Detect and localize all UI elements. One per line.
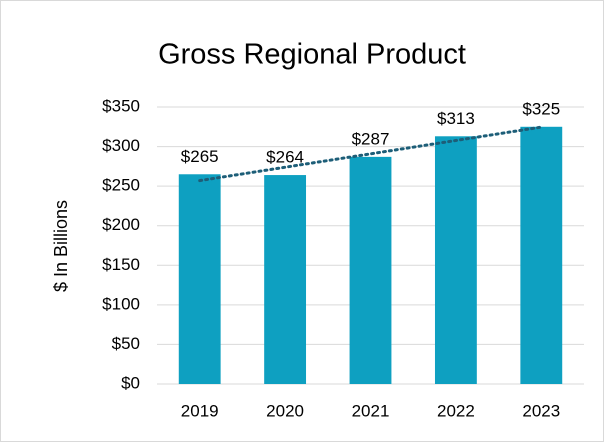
bar (434, 136, 477, 384)
bar (264, 175, 307, 384)
y-tick-label: $300 (102, 136, 140, 155)
y-tick-label: $350 (102, 96, 140, 115)
y-axis-label: $ In Billions (51, 200, 71, 292)
x-tick-label: 2020 (266, 401, 304, 420)
x-tick-label: 2019 (181, 401, 219, 420)
data-label: $264 (266, 148, 304, 167)
trendline (198, 125, 543, 183)
bar (178, 174, 221, 384)
y-tick-label: $250 (102, 176, 140, 195)
y-tick-label: $50 (112, 334, 140, 353)
bar (349, 156, 392, 384)
x-tick-label: 2023 (522, 401, 560, 420)
y-tick-label: $200 (102, 215, 140, 234)
chart-title: Gross Regional Product (158, 39, 466, 71)
x-tick-label: 2021 (352, 401, 390, 420)
y-tick-label: $0 (121, 373, 140, 392)
y-tick-label: $100 (102, 294, 140, 313)
data-label: $265 (181, 147, 219, 166)
bar (520, 126, 563, 385)
data-label: $325 (522, 99, 560, 118)
data-label: $313 (437, 109, 475, 128)
data-label: $287 (352, 129, 390, 148)
y-tick-label: $150 (102, 255, 140, 274)
x-tick-label: 2022 (437, 401, 475, 420)
